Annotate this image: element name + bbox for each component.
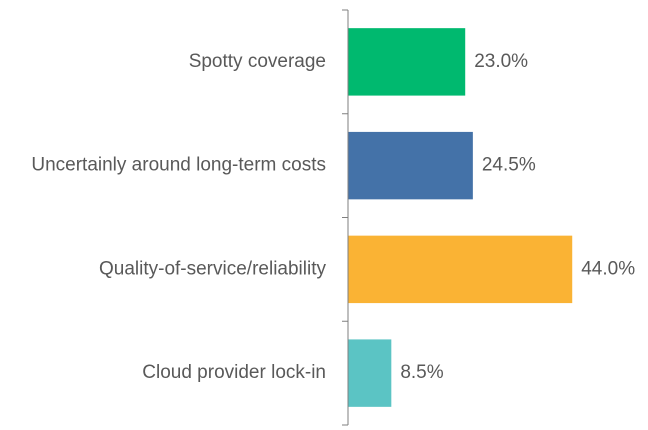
value-label-3: 44.0%	[581, 258, 635, 279]
category-label-3: Quality-of-service/reliability	[99, 258, 327, 279]
bar-2	[348, 131, 473, 200]
bar-3	[348, 235, 573, 304]
category-label-1: Spotty coverage	[189, 51, 326, 72]
bar-1	[348, 28, 466, 96]
value-label-1: 23.0%	[474, 51, 528, 72]
bars-group	[348, 28, 573, 407]
value-label-4: 8.5%	[400, 362, 443, 383]
category-label-4: Cloud provider lock-in	[142, 362, 326, 383]
category-label-2: Uncertainly around long-term costs	[31, 155, 326, 176]
labels-group: Spotty coverage 23.0% Uncertainly around l…	[31, 51, 635, 383]
value-label-2: 24.5%	[482, 155, 536, 176]
category-axis	[342, 9, 349, 426]
bar-4	[348, 339, 392, 407]
